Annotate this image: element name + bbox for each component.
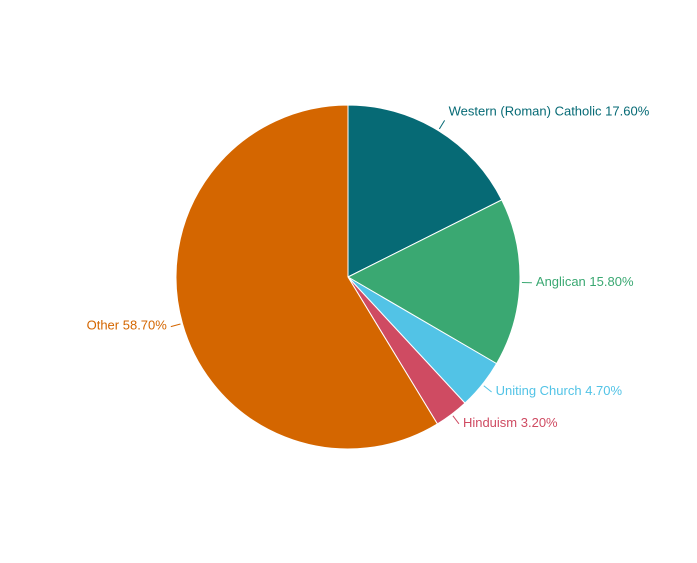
value-label: 58.70% — [123, 318, 168, 333]
slice-label: Hinduism 3.20% — [463, 415, 558, 430]
pie-slice — [347, 104, 503, 278]
pie-slice — [175, 104, 439, 450]
leader-line — [438, 120, 446, 130]
slice-label: Other 58.70% — [87, 318, 168, 333]
category-name: Western (Roman) Catholic — [449, 104, 602, 119]
category-name: Other — [87, 318, 120, 333]
slice-label: Anglican 15.80% — [536, 274, 634, 289]
value-label: 4.70% — [585, 383, 622, 398]
category-name: Uniting Church — [496, 383, 582, 398]
leader-line — [483, 385, 492, 393]
category-name: Anglican — [536, 274, 586, 289]
slice-label: Uniting Church 4.70% — [496, 383, 623, 398]
value-label: 15.80% — [589, 274, 634, 289]
slice-label: Western (Roman) Catholic 17.60% — [449, 104, 650, 119]
leader-line — [170, 323, 181, 328]
value-label: 3.20% — [521, 415, 558, 430]
pie-slice — [346, 199, 521, 365]
leader-line — [452, 415, 460, 425]
category-name: Hinduism — [463, 415, 517, 430]
value-label: 17.60% — [605, 104, 650, 119]
